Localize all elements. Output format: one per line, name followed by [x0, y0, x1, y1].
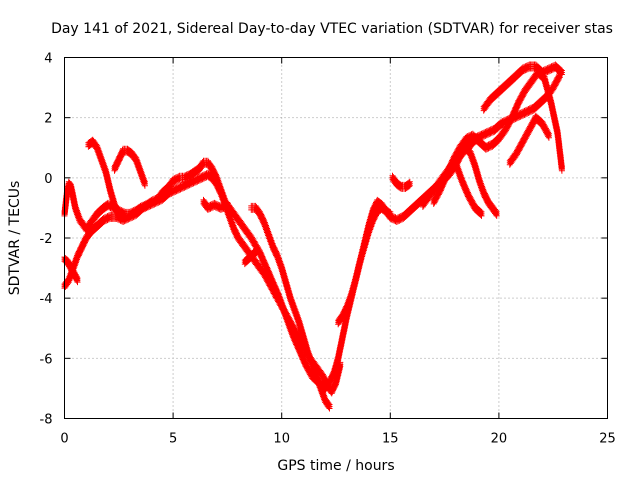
- plus-markers: [111, 145, 148, 189]
- x-axis-label: GPS time / hours: [277, 458, 394, 474]
- y-tick-label: 4: [44, 52, 52, 67]
- plus-markers: [200, 196, 231, 213]
- series-track-13: [430, 67, 565, 207]
- series-track-4: [85, 136, 127, 222]
- plus-markers: [248, 202, 333, 412]
- series-track-1: [61, 133, 481, 394]
- series-track-9: [335, 202, 394, 328]
- y-tick-label: 2: [44, 112, 52, 127]
- series-track-15: [452, 157, 485, 219]
- plus-markers: [463, 142, 500, 219]
- plus-markers: [430, 67, 565, 207]
- plus-markers: [85, 136, 127, 222]
- series-track-7: [248, 202, 333, 412]
- series-track-12: [480, 61, 565, 114]
- series-track-8: [241, 245, 261, 268]
- x-tick-label: 10: [273, 432, 290, 447]
- plus-markers: [452, 157, 485, 219]
- plus-markers: [241, 245, 261, 268]
- y-tick-label: -8: [40, 413, 53, 428]
- y-tick-label: -6: [40, 352, 53, 367]
- series-track-14: [463, 142, 500, 219]
- y-tick-label: 0: [44, 172, 52, 187]
- x-tick-label: 25: [599, 432, 616, 447]
- chart-title: Day 141 of 2021, Sidereal Day-to-day VTE…: [51, 21, 613, 37]
- y-tick-label: -4: [40, 292, 53, 307]
- data-series: [61, 61, 565, 412]
- x-tick-label: 15: [382, 432, 399, 447]
- x-tick-label: 5: [169, 432, 177, 447]
- series-track-6: [200, 196, 231, 213]
- plus-markers: [480, 61, 565, 114]
- axis-ticks: 0 5 10 15 20 25 -8 -6 -4 -2 0 2 4: [40, 52, 616, 447]
- plus-markers: [61, 133, 481, 394]
- y-axis-label: SDTVAR / TECUs: [7, 181, 23, 296]
- series-track-5: [111, 145, 148, 189]
- plus-markers: [506, 112, 552, 168]
- x-tick-label: 20: [491, 432, 508, 447]
- plus-markers: [389, 172, 413, 192]
- series-track-10: [389, 172, 413, 192]
- plus-markers: [335, 202, 394, 328]
- x-tick-label: 0: [60, 432, 68, 447]
- y-tick-label: -2: [40, 232, 53, 247]
- series-track-16: [506, 112, 552, 168]
